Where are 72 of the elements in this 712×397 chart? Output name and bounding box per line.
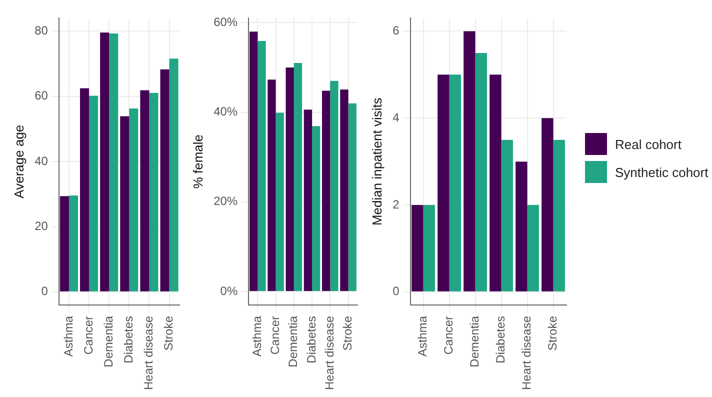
bar <box>501 140 513 292</box>
x-tick-label: Diabetes <box>121 316 136 364</box>
bar <box>294 63 302 292</box>
bar <box>140 90 150 292</box>
bar <box>330 80 338 292</box>
bar <box>149 92 158 292</box>
bar <box>340 89 348 292</box>
bar <box>464 31 476 292</box>
bar <box>109 34 118 292</box>
legend-label: Synthetic cohort <box>615 164 708 180</box>
bar <box>312 126 320 292</box>
bar <box>68 195 78 292</box>
y-tick-label: 4 <box>392 110 400 124</box>
legend-label: Real cohort <box>615 136 682 152</box>
bar <box>516 162 528 292</box>
y-tick-label: 60 <box>34 88 48 103</box>
x-tick-label: Stroke <box>340 316 355 351</box>
y-axis-title: Average age <box>11 124 26 198</box>
x-tick-label: Asthma <box>61 316 76 357</box>
bar <box>89 96 98 292</box>
bar <box>80 88 90 292</box>
bar <box>160 69 170 292</box>
bar <box>60 196 69 292</box>
bar <box>258 41 266 292</box>
x-tick-label: Asthma <box>250 316 264 357</box>
bar <box>322 90 330 292</box>
x-tick-label: Cancer <box>81 316 96 355</box>
x-tick-label: Cancer <box>442 316 456 355</box>
bar <box>475 52 487 292</box>
y-axis-title: Median inpatient visits <box>369 97 384 226</box>
y-tick-label: 40 <box>34 154 48 168</box>
x-tick-label: Diabetes <box>304 316 318 364</box>
y-tick-label: 40% <box>214 104 238 119</box>
bar <box>276 112 284 292</box>
bar <box>438 74 450 292</box>
x-tick-label: Cancer <box>268 316 282 355</box>
y-tick-label: 80 <box>34 24 48 38</box>
bar <box>412 205 424 292</box>
bar <box>100 32 110 292</box>
y-tick-label: 0 <box>41 284 48 298</box>
x-tick-label: Stroke <box>546 316 560 351</box>
bar <box>286 67 294 292</box>
bar <box>449 74 461 292</box>
bar <box>553 140 565 292</box>
bar <box>129 108 138 292</box>
y-tick-label: 6 <box>392 24 400 38</box>
y-tick-label: 60% <box>214 14 238 29</box>
x-tick-label: Stroke <box>162 316 176 351</box>
bar <box>169 58 178 292</box>
bar <box>268 80 276 292</box>
bar <box>423 205 435 292</box>
bar <box>490 74 502 292</box>
x-tick-label: Heart disease <box>322 316 336 390</box>
y-tick-label: 20 <box>34 219 48 234</box>
x-tick-label: Dementia <box>101 316 116 368</box>
bar <box>120 116 130 292</box>
bar <box>542 118 554 292</box>
x-tick-label: Dementia <box>286 316 300 368</box>
x-tick-label: Asthma <box>416 316 430 357</box>
x-tick-label: Diabetes <box>494 316 508 364</box>
bar <box>304 110 312 292</box>
x-tick-label: Heart disease <box>520 316 534 390</box>
y-tick-label: 0 <box>392 284 400 298</box>
y-axis-title: % female <box>190 134 206 189</box>
bar <box>348 103 356 292</box>
y-tick-label: 0% <box>220 284 238 298</box>
x-tick-label: Heart disease <box>142 316 156 390</box>
bar <box>527 205 539 292</box>
x-tick-label: Dementia <box>468 316 482 368</box>
bar <box>250 32 258 292</box>
y-tick-label: 2 <box>392 197 400 212</box>
y-tick-label: 20% <box>214 194 238 208</box>
